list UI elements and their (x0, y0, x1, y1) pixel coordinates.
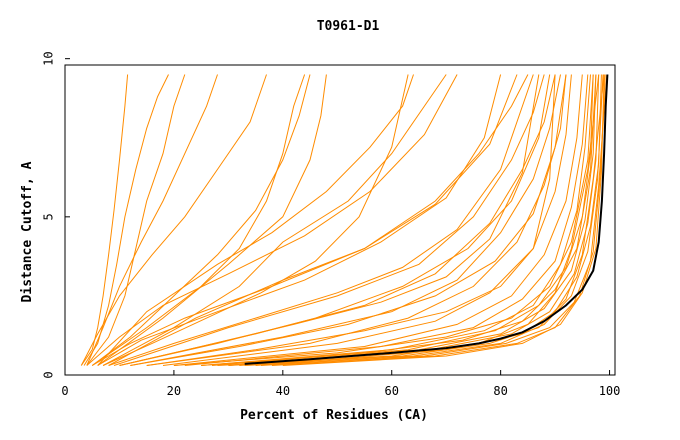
model-line-31 (91, 74, 518, 366)
x-tick-label: 60 (385, 384, 399, 398)
model-line-19 (211, 74, 594, 366)
model-line-25 (146, 74, 556, 366)
model-line-4 (86, 74, 186, 366)
model-line-28 (244, 74, 608, 366)
x-axis-label: Percent of Residues (CA) (240, 408, 428, 423)
x-tick-label: 100 (599, 384, 621, 398)
highlight-layer (244, 74, 609, 365)
chart-title: T0961-D1 (317, 19, 380, 34)
model-line-38 (282, 74, 605, 366)
model-line-10 (108, 74, 529, 366)
model-line-6 (91, 74, 306, 366)
model-line-20 (228, 74, 597, 366)
model-line-15 (162, 74, 572, 366)
model-line-16 (173, 74, 583, 366)
x-tick-label: 0 (61, 384, 68, 398)
model-line-5 (91, 74, 311, 366)
model-line-32 (97, 74, 502, 366)
x-tick-label: 20 (167, 384, 181, 398)
model-line-7 (97, 74, 327, 366)
x-axis: 0 20 40 60 80 100 (61, 370, 620, 398)
model-line-36 (119, 74, 551, 366)
y-tick-label: 0 (42, 371, 56, 378)
model-line-13 (130, 74, 561, 366)
highlight-line (244, 74, 609, 365)
model-line-27 (228, 74, 605, 366)
model-line-9 (102, 74, 447, 366)
model-line-11 (113, 74, 545, 366)
model-line-37 (130, 74, 567, 366)
model-line-26 (217, 74, 600, 366)
x-tick-label: 40 (276, 384, 290, 398)
y-axis: 0 5 10 (42, 51, 70, 379)
model-line-3 (86, 74, 218, 366)
model-line-22 (255, 74, 602, 366)
y-tick-label: 10 (42, 51, 56, 65)
model-line-30 (201, 74, 597, 366)
x-tick-label: 80 (493, 384, 507, 398)
model-line-17 (184, 74, 589, 366)
model-line-34 (102, 74, 409, 366)
series-layer (80, 74, 608, 366)
model-line-33 (86, 74, 458, 366)
model-line-1 (80, 74, 129, 366)
model-line-23 (108, 74, 534, 366)
model-line-18 (201, 74, 591, 366)
plot-frame (64, 64, 616, 376)
model-line-39 (271, 74, 606, 366)
model-line-24 (119, 74, 540, 366)
model-line-2 (83, 74, 169, 366)
y-axis-label: Distance Cutoff, A (20, 161, 35, 302)
model-line-35 (80, 74, 267, 366)
y-tick-label: 5 (42, 213, 56, 220)
model-line-14 (146, 74, 567, 366)
model-line-8 (97, 74, 414, 366)
model-line-29 (173, 74, 594, 366)
